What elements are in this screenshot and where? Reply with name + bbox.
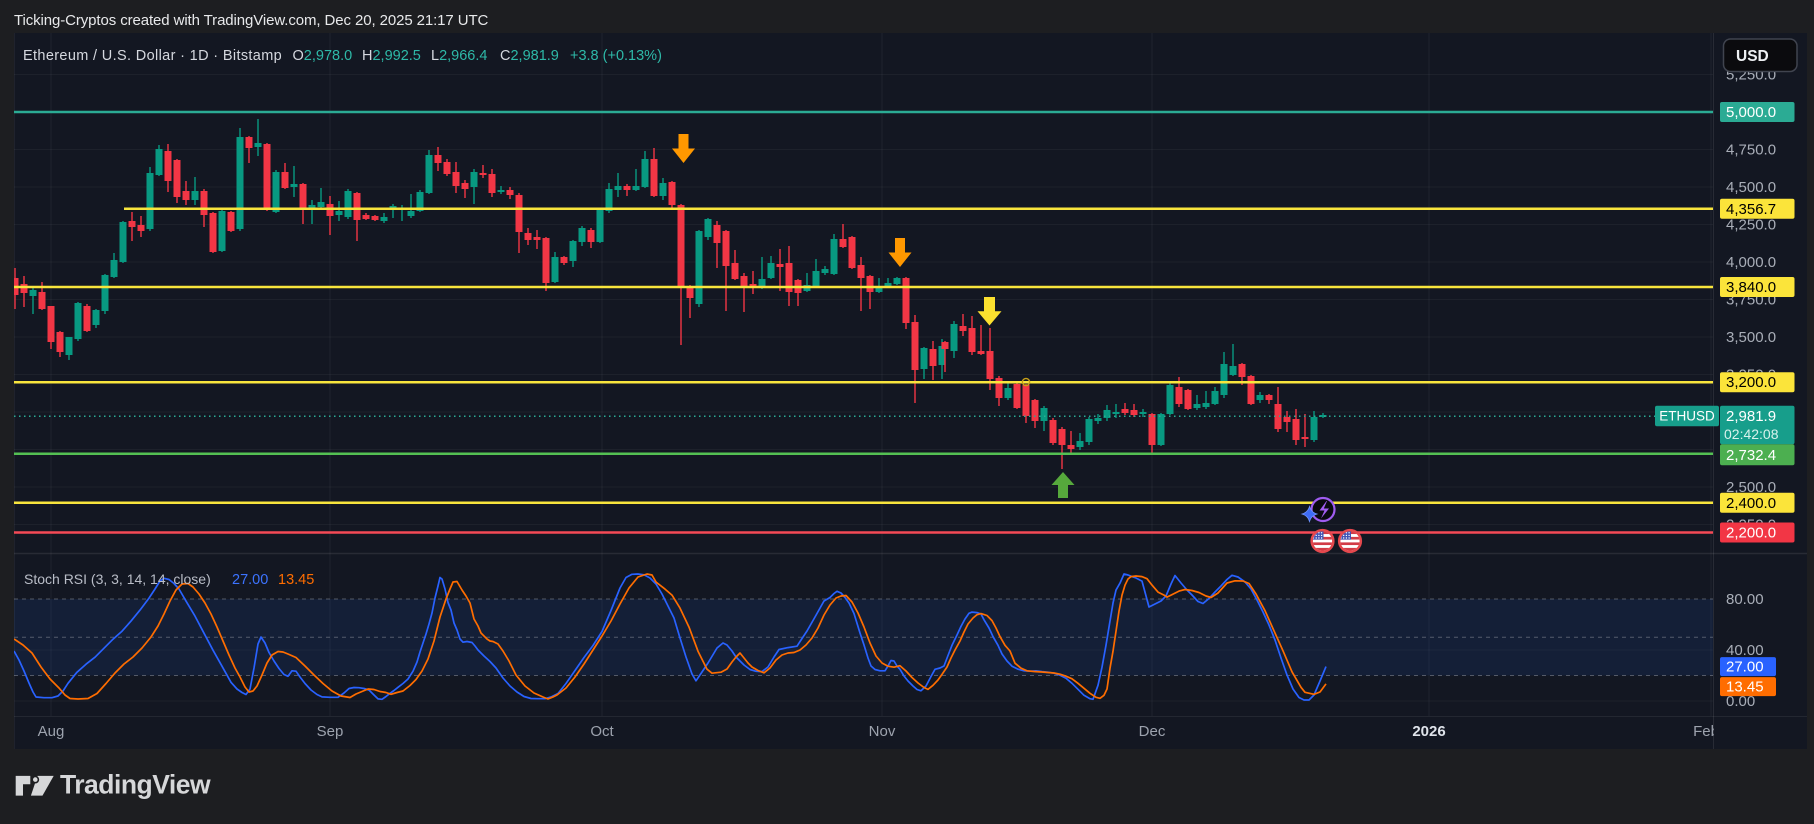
- svg-text:2,981.9: 2,981.9: [1726, 408, 1776, 425]
- svg-text:H2,992.5: H2,992.5: [362, 48, 421, 64]
- svg-text:Sep: Sep: [317, 723, 344, 740]
- svg-text:USD: USD: [1736, 48, 1769, 65]
- svg-text:Nov: Nov: [869, 723, 896, 740]
- svg-text:40.00: 40.00: [1726, 642, 1764, 659]
- svg-text:Aug: Aug: [38, 723, 65, 740]
- svg-text:13.45: 13.45: [1726, 679, 1764, 696]
- svg-text:2,400.0: 2,400.0: [1726, 495, 1776, 512]
- svg-text:02:42:08: 02:42:08: [1724, 426, 1779, 442]
- svg-text:C2,981.9: C2,981.9: [500, 48, 559, 64]
- svg-text:3,200.0: 3,200.0: [1726, 374, 1776, 391]
- svg-text:4,356.7: 4,356.7: [1726, 201, 1776, 218]
- svg-text:2,500.0: 2,500.0: [1726, 479, 1776, 496]
- svg-text:+3.8 (+0.13%): +3.8 (+0.13%): [570, 48, 662, 64]
- svg-text:ETHUSD: ETHUSD: [1659, 409, 1715, 424]
- svg-text:2026: 2026: [1412, 723, 1445, 740]
- svg-text:Oct: Oct: [590, 723, 614, 740]
- svg-text:O2,978.0: O2,978.0: [293, 48, 353, 64]
- svg-text:5,000.0: 5,000.0: [1726, 104, 1776, 121]
- svg-text:27.00: 27.00: [1726, 659, 1764, 676]
- svg-text:Feb: Feb: [1693, 723, 1719, 740]
- svg-text:80.00: 80.00: [1726, 591, 1764, 608]
- svg-text:4,500.0: 4,500.0: [1726, 179, 1776, 196]
- svg-text:Ethereum / U.S. Dollar · 1D ·: Ethereum / U.S. Dollar · 1D · Bitstamp: [23, 48, 282, 64]
- svg-text:2,200.0: 2,200.0: [1726, 525, 1776, 542]
- svg-text:L2,966.4: L2,966.4: [431, 48, 487, 64]
- svg-text:4,750.0: 4,750.0: [1726, 142, 1776, 159]
- svg-text:TradingView: TradingView: [60, 770, 211, 800]
- svg-text:0.00: 0.00: [1726, 693, 1755, 710]
- svg-text:4,000.0: 4,000.0: [1726, 254, 1776, 271]
- svg-text:13.45: 13.45: [278, 572, 314, 588]
- svg-text:2,732.4: 2,732.4: [1726, 447, 1776, 464]
- svg-text:27.00: 27.00: [232, 572, 268, 588]
- svg-text:3,500.0: 3,500.0: [1726, 329, 1776, 346]
- svg-text:Dec: Dec: [1139, 723, 1166, 740]
- svg-text:Stoch RSI (3, 3, 14, 14, close: Stoch RSI (3, 3, 14, 14, close): [24, 571, 211, 587]
- svg-text:4,250.0: 4,250.0: [1726, 217, 1776, 234]
- svg-text:Ticking-Cryptos created with T: Ticking-Cryptos created with TradingView…: [14, 12, 489, 29]
- svg-text:3,840.0: 3,840.0: [1726, 279, 1776, 296]
